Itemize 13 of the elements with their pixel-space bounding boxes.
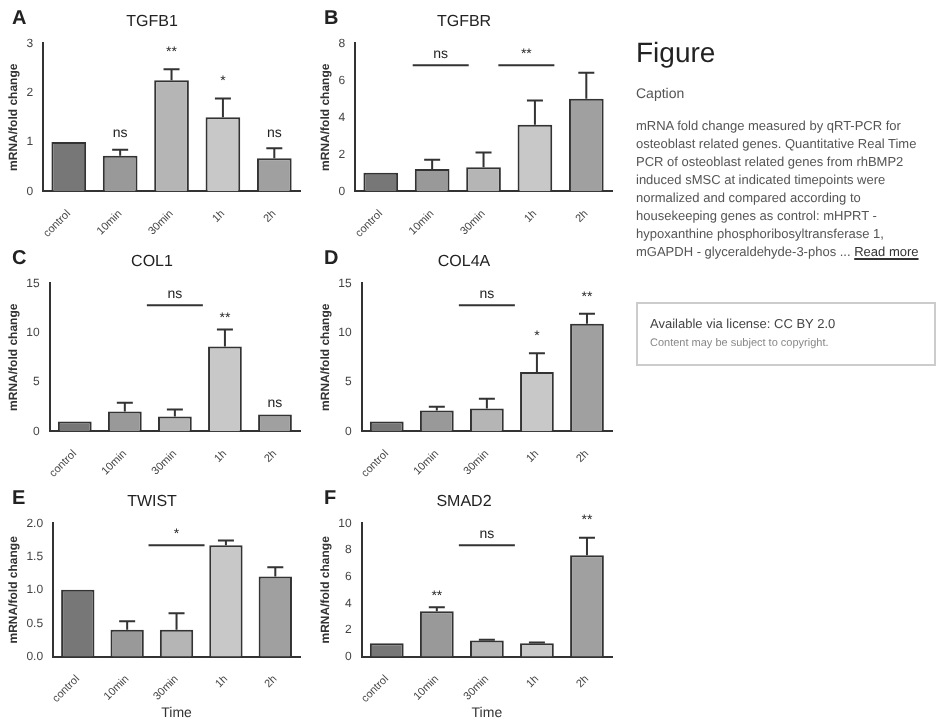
chart-title: COL4A xyxy=(437,252,492,271)
chart-title: TGFBR xyxy=(436,12,492,31)
chart-title: COL1 xyxy=(131,252,174,271)
chart-title: SMAD2 xyxy=(436,492,493,511)
text: D xyxy=(324,247,339,270)
text: Figure xyxy=(636,36,718,68)
text: C xyxy=(12,247,27,270)
text: A xyxy=(12,7,27,30)
text: B xyxy=(324,7,339,30)
chart-title: TWIST xyxy=(127,492,178,511)
text: E xyxy=(12,487,26,510)
chart-title: TGFB1 xyxy=(126,12,179,31)
text: F xyxy=(324,487,337,510)
